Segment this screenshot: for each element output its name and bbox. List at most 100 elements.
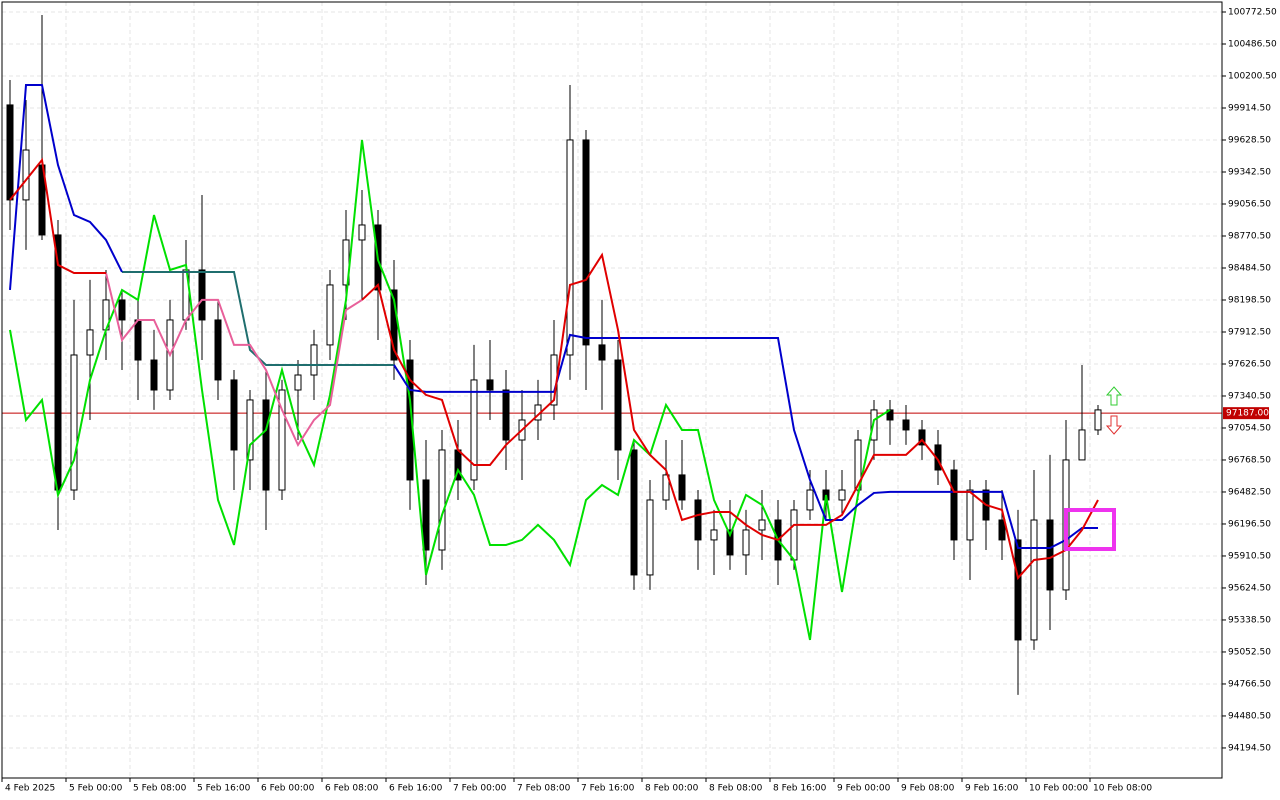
y-tick-label: 97626.50 [1228, 359, 1271, 369]
indicator-line [9, 139, 891, 641]
candle-body [246, 399, 254, 461]
grid-layer [2, 2, 1222, 778]
candle-body [1094, 409, 1102, 431]
candle-body [598, 344, 606, 361]
candle-body [998, 519, 1006, 541]
x-tick-label: 7 Feb 00:00 [453, 784, 507, 794]
candle-body [230, 379, 238, 451]
indicator-line [105, 272, 363, 448]
up-arrow [1105, 386, 1123, 406]
candle-body [710, 529, 718, 541]
candle-body [150, 359, 158, 391]
candle-body [614, 359, 622, 451]
candle-body [422, 479, 430, 551]
candle-body [678, 474, 686, 501]
y-tick-label: 94194.50 [1228, 743, 1271, 753]
candle-body [1078, 429, 1086, 461]
candle-body [790, 509, 798, 561]
x-tick-label: 8 Feb 00:00 [645, 784, 699, 794]
y-tick-label: 96196.50 [1228, 519, 1271, 529]
candle-body [6, 104, 14, 201]
y-tick-label: 99342.50 [1228, 168, 1271, 178]
candle-body [742, 529, 750, 556]
y-tick-label: 98484.50 [1228, 263, 1271, 273]
candle-body [438, 449, 446, 551]
candle-body [22, 149, 30, 201]
y-tick-label: 94480.50 [1228, 711, 1271, 721]
candle-body [838, 489, 846, 501]
candle-body [214, 319, 222, 381]
price-tag-label: 97187.00 [1226, 409, 1269, 419]
x-tick-label: 4 Feb 2025 [5, 784, 55, 794]
x-tick-label: 7 Feb 16:00 [581, 784, 635, 794]
y-tick-label: 98770.50 [1228, 231, 1271, 241]
x-tick-label: 7 Feb 08:00 [517, 784, 571, 794]
candle-body [630, 449, 638, 576]
candle-body [118, 299, 126, 321]
x-tick-label: 6 Feb 16:00 [389, 784, 443, 794]
candle-body [694, 499, 702, 541]
y-tick-label: 100200.50 [1228, 72, 1277, 82]
candle-body [854, 439, 862, 491]
candle-body [902, 419, 910, 431]
y-tick-label: 97054.50 [1228, 423, 1271, 433]
candle-body [278, 389, 286, 491]
x-tick-label: 6 Feb 00:00 [261, 784, 315, 794]
x-tick-label: 6 Feb 08:00 [325, 784, 379, 794]
candle-body [262, 399, 270, 491]
candle-body [582, 139, 590, 346]
x-tick-label: 8 Feb 08:00 [709, 784, 763, 794]
candle-body [918, 429, 926, 446]
indicator-line [9, 157, 1099, 581]
candle-body [566, 139, 574, 356]
candle-body [86, 329, 94, 356]
candle-body [406, 359, 414, 481]
y-tick-label: 96768.50 [1228, 455, 1271, 465]
down-arrow [1105, 415, 1123, 435]
candle-body [1030, 519, 1038, 641]
candle-body [198, 269, 206, 321]
candle-body [70, 354, 78, 491]
y-tick-label: 97340.50 [1228, 391, 1271, 401]
candle-body [758, 519, 766, 531]
candle-body [870, 409, 878, 441]
y-tick-label: 98198.50 [1228, 295, 1271, 305]
y-tick-label: 99628.50 [1228, 136, 1271, 146]
candle-body [358, 224, 366, 241]
price-tag [1223, 407, 1269, 420]
y-tick-label: 96482.50 [1228, 487, 1271, 497]
y-tick-label: 100772.50 [1228, 8, 1277, 18]
x-tick-label: 5 Feb 16:00 [197, 784, 251, 794]
candle-body [966, 489, 974, 541]
plot-frame [1, 1, 1223, 779]
x-tick-label: 9 Feb 16:00 [965, 784, 1019, 794]
x-tick-label: 10 Feb 08:00 [1093, 784, 1152, 794]
candle-body [806, 489, 814, 511]
x-tick-label: 10 Feb 00:00 [1029, 784, 1088, 794]
x-tick-label: 5 Feb 00:00 [69, 784, 123, 794]
x-tick-label: 9 Feb 08:00 [901, 784, 955, 794]
candle-body [310, 344, 318, 376]
y-tick-label: 99056.50 [1228, 199, 1271, 209]
y-tick-label: 95910.50 [1228, 551, 1271, 561]
y-tick-label: 100486.50 [1228, 40, 1277, 50]
y-tick-label: 97912.50 [1228, 327, 1271, 337]
x-tick-label: 5 Feb 08:00 [133, 784, 187, 794]
y-tick-label: 99914.50 [1228, 104, 1271, 114]
x-tick-label: 8 Feb 16:00 [773, 784, 827, 794]
candle-body [662, 474, 670, 501]
highlight-box [1064, 508, 1116, 551]
y-tick-label: 95052.50 [1228, 647, 1271, 657]
candle-body [486, 379, 494, 391]
candle-body [502, 389, 510, 441]
candle-body [134, 319, 142, 361]
y-tick-label: 95338.50 [1228, 615, 1271, 625]
candle-body [646, 499, 654, 576]
candle-body [726, 529, 734, 556]
candle-body [950, 469, 958, 541]
candle-body [54, 234, 62, 491]
candle-body [470, 379, 478, 481]
indicator-line [9, 84, 1098, 549]
